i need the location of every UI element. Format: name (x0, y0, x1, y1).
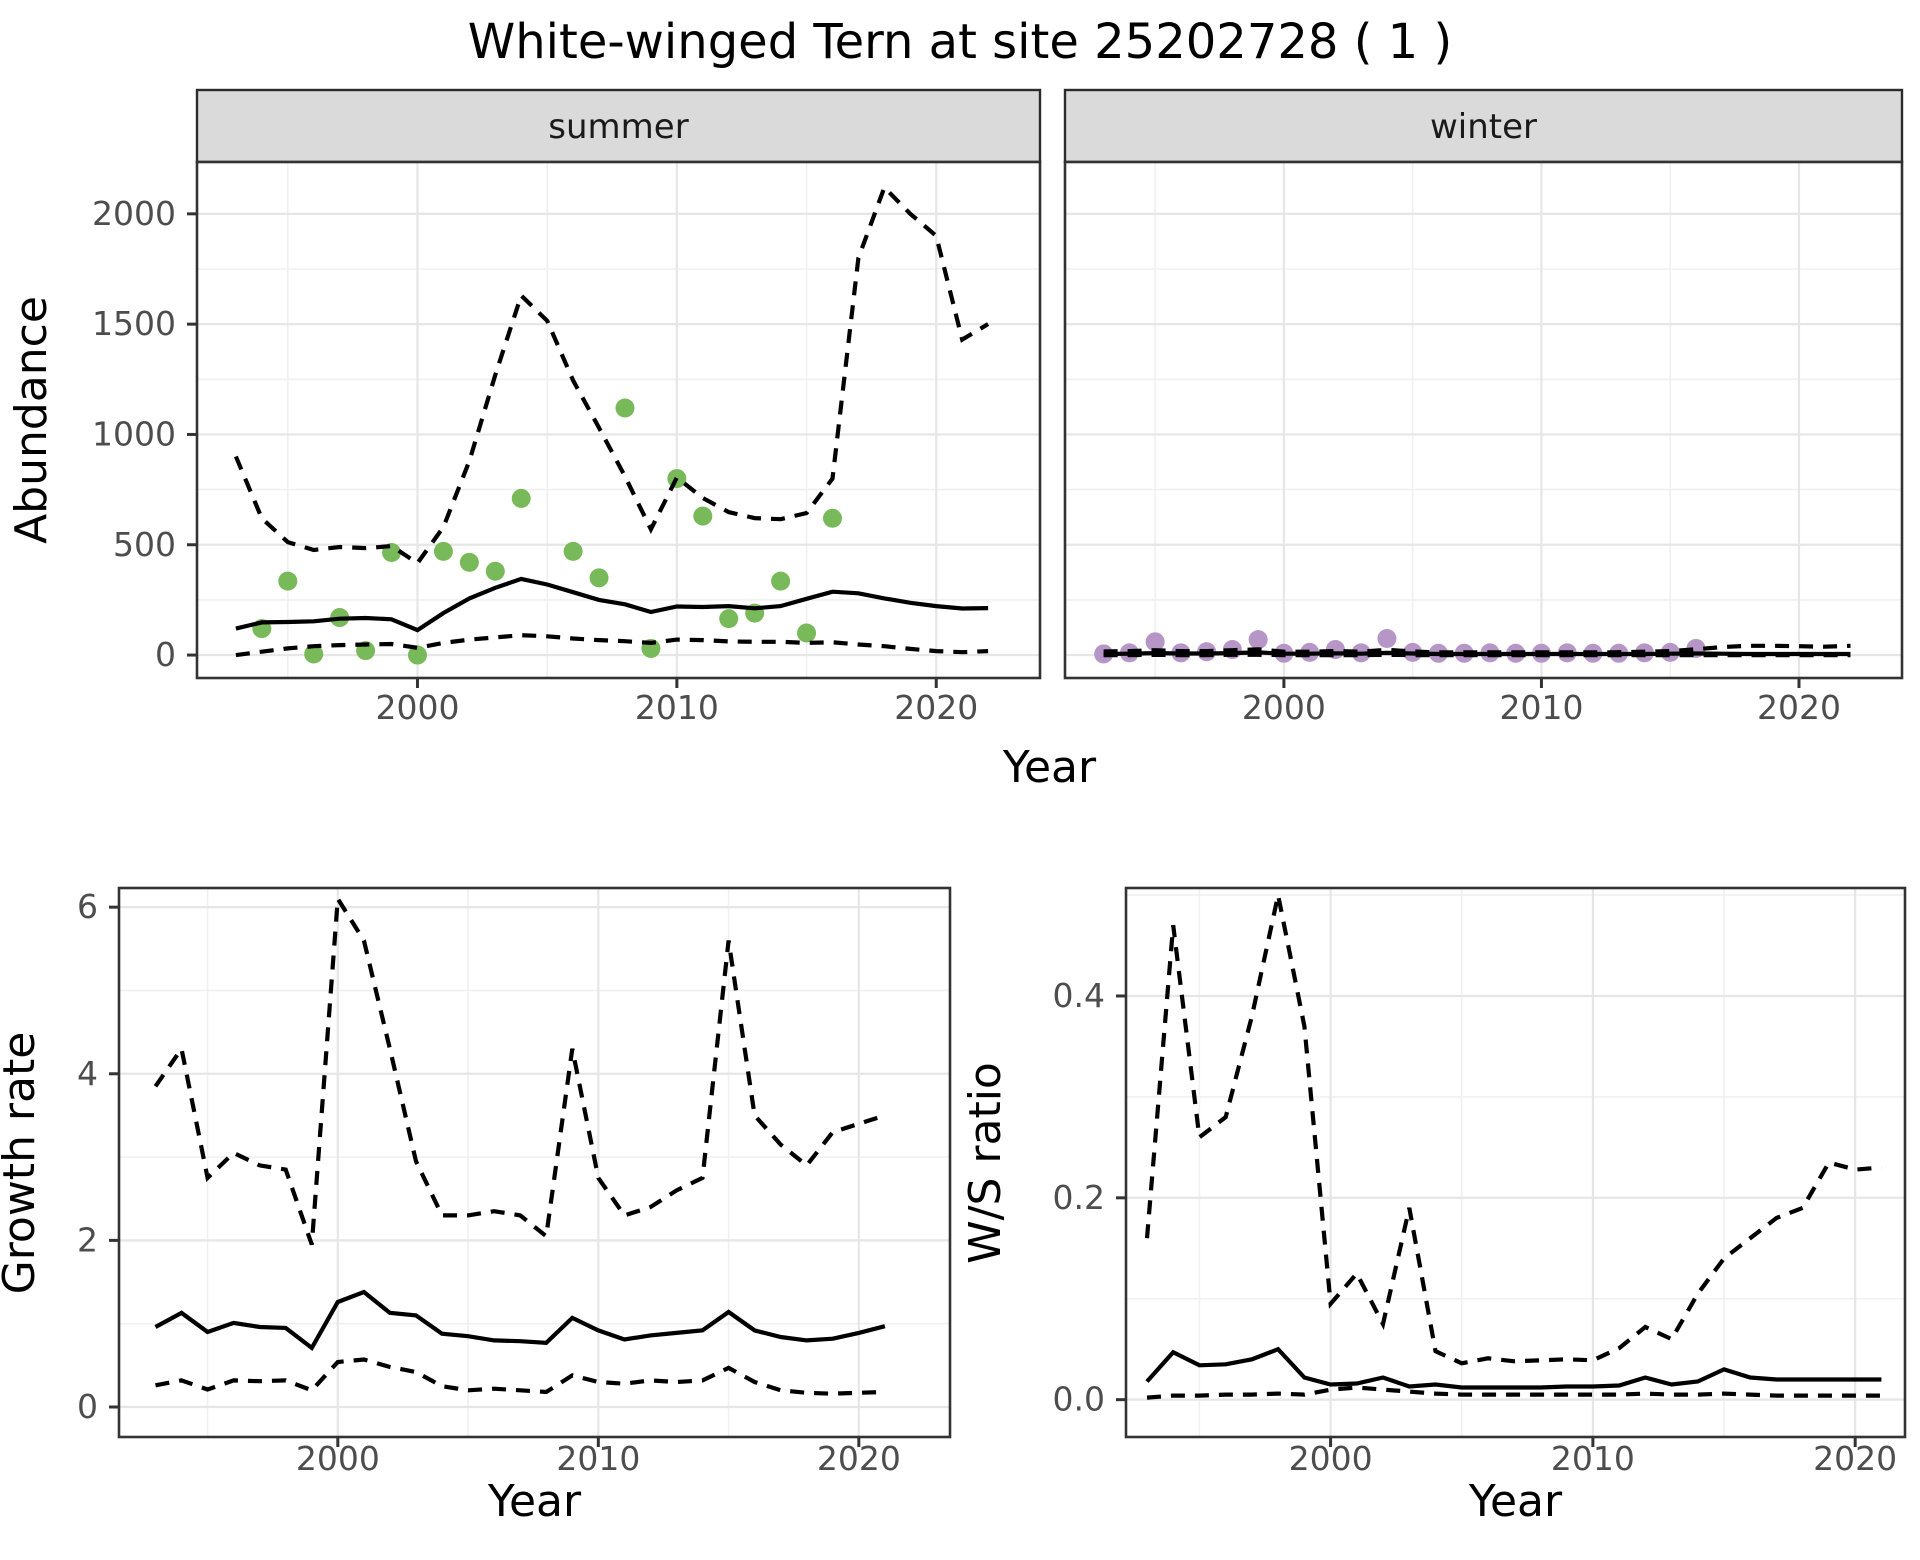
summer-y-tick-label: 1500 (92, 304, 176, 343)
summer-y-tick-label: 2000 (92, 194, 176, 233)
ws-ratio-x-tick-label: 2010 (1551, 1439, 1635, 1478)
summer-observation-point (407, 645, 427, 665)
growth-rate-x-tick-label: 2000 (296, 1439, 380, 1478)
winter-median-line (1103, 650, 1851, 657)
facet-strip-summer: summer (195, 88, 1042, 164)
facet-strip-label: winter (1430, 107, 1537, 147)
winter-observation-point (1248, 630, 1268, 650)
ws-ratio-y-tick-label: 0.0 (1053, 1380, 1105, 1419)
abundance-y-axis-title: Abundance (6, 296, 57, 544)
growth-rate-y-tick-label: 2 (77, 1220, 98, 1259)
growth-y-axis-title: Growth rate (0, 1032, 45, 1295)
summer-observation-point (589, 568, 609, 588)
winter-observation-point (1145, 632, 1165, 652)
summer-observation-point (771, 571, 791, 591)
summer-y-tick-label: 0 (155, 635, 176, 674)
growth-rate-upper-ci-line (153, 892, 886, 1246)
ws-ratio-lower-ci-line (1146, 1385, 1882, 1400)
ws-ratio-y-tick-label: 0.2 (1053, 1178, 1105, 1217)
growth-rate-y-tick-label: 0 (77, 1387, 98, 1426)
summer-observation-point (511, 488, 531, 508)
growth-rate-median-line (154, 1289, 886, 1352)
ws-ratio-x-tick-label: 2000 (1289, 1439, 1373, 1478)
ws-ratio-panel-border (1124, 886, 1907, 1439)
ws-ratio-median-line (1145, 1346, 1882, 1390)
panel-growth-rate: 2000 2010 2020 0 2 4 6 (77, 886, 952, 1478)
growth-rate-y-tick-label: 4 (77, 1054, 98, 1093)
panel-summer: 2000 2010 2020 0 500 1000 1500 2000 (92, 160, 1042, 727)
summer-y-tick-label: 1000 (92, 414, 176, 453)
summer-panel-border (195, 160, 1042, 680)
summer-observation-point (615, 398, 635, 418)
ws-y-axis-title: W/S ratio (960, 1062, 1011, 1264)
page-title: White-winged Tern at site 25202728 ( 1 ) (467, 14, 1453, 70)
summer-observation-point (433, 541, 453, 561)
summer-observation-point (459, 552, 479, 572)
summer-observation-point (563, 541, 583, 561)
summer-observation-point (693, 506, 713, 526)
summer-x-tick-label: 2020 (894, 688, 978, 727)
panel-winter: 2000 2010 2020 (1063, 160, 1904, 727)
growth-x-axis-title: Year (487, 1476, 582, 1527)
winter-x-tick-label: 2020 (1757, 688, 1841, 727)
panel-ws-ratio: 2000 2010 2020 0.0 0.2 0.4 (1053, 886, 1907, 1478)
winter-panel-border (1063, 160, 1904, 680)
growth-rate-panel-border (117, 886, 952, 1439)
facet-strip-winter: winter (1063, 88, 1904, 164)
growth-rate-y-tick-label: 6 (77, 887, 98, 926)
winter-observation-point (1377, 629, 1397, 649)
summer-observation-point (719, 609, 739, 629)
summer-y-tick-label: 500 (113, 525, 176, 564)
growth-rate-lower-ci-line (155, 1357, 885, 1396)
summer-observation-point (797, 623, 817, 643)
summer-observation-point (485, 561, 505, 581)
summer-upper-ci-line (233, 183, 990, 566)
summer-lower-ci-line (235, 633, 989, 658)
ws-ratio-y-tick-label: 0.4 (1053, 976, 1105, 1015)
facet-strip-label: summer (548, 107, 688, 147)
summer-observation-point (822, 508, 842, 528)
winter-x-tick-label: 2010 (1499, 688, 1583, 727)
summer-x-tick-label: 2010 (635, 688, 719, 727)
summer-observation-point (278, 571, 298, 591)
summer-median-line (235, 576, 989, 633)
growth-rate-x-tick-label: 2010 (556, 1439, 640, 1478)
summer-x-tick-label: 2000 (375, 688, 459, 727)
ws-x-axis-title: Year (1468, 1476, 1563, 1527)
ws-ratio-upper-ci-line (1144, 894, 1882, 1366)
ws-ratio-x-tick-label: 2020 (1813, 1439, 1897, 1478)
summer-observation-point (304, 644, 324, 664)
winter-x-tick-label: 2000 (1242, 688, 1326, 727)
abundance-x-axis-title: Year (1002, 742, 1097, 793)
growth-rate-x-tick-label: 2020 (817, 1439, 901, 1478)
